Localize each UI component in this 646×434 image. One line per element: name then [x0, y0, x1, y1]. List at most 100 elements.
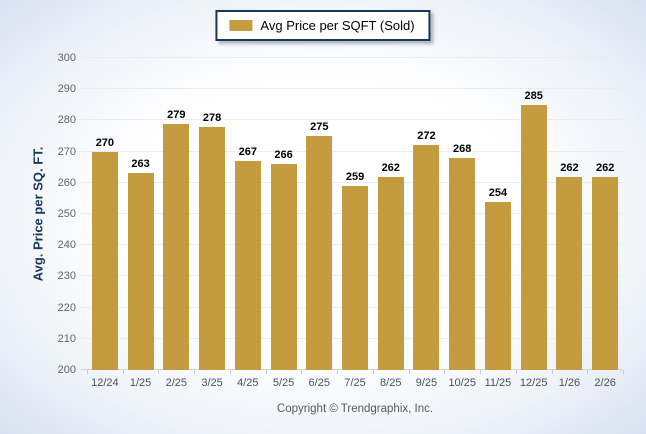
bar-value-label: 275	[310, 121, 329, 133]
bar-value-label: 262	[381, 161, 400, 174]
legend-label: Avg Price per SQFT (Sold)	[260, 18, 415, 33]
gridline	[81, 181, 623, 183]
bar-slot: 275 6/25	[301, 58, 337, 389]
bar-slot: 278 3/25	[194, 58, 230, 389]
legend: Avg Price per SQFT (Sold)	[215, 10, 431, 41]
x-tick-label: 1/25	[129, 377, 152, 389]
y-tick-label: 290	[57, 83, 76, 96]
bar	[592, 176, 619, 370]
x-axis-tick	[587, 370, 589, 374]
x-tick-label: 12/25	[519, 377, 548, 389]
bar-slot: 262 2/26	[587, 58, 623, 389]
gridline	[81, 88, 623, 90]
x-tick-label: 2/26	[594, 377, 616, 389]
bar-value-label: 270	[95, 136, 115, 149]
x-tick-label: 9/25	[415, 377, 438, 389]
bar	[306, 136, 333, 370]
x-tick-label: 12/24	[91, 377, 119, 389]
x-tick-label: 5/25	[272, 377, 295, 389]
bar-value-label: 267	[238, 145, 257, 158]
plot-area: 200 210 220 230 240 250 260 270 280 290 300 270 12/2…	[58, 52, 624, 389]
bar-slot: 262 1/26	[552, 58, 588, 389]
bar	[556, 176, 583, 370]
bar	[234, 160, 261, 370]
y-tick-label: 250	[57, 208, 76, 220]
bar	[484, 201, 511, 370]
y-axis-title: Avg. Price per SQ. FT.	[30, 146, 46, 282]
bar-value-label: 285	[524, 89, 543, 102]
y-tick-label: 220	[57, 301, 76, 314]
bar-series: 270 12/24 263 1/25 279 2/25 278 3/25 267 4/25 266 5…	[87, 58, 623, 389]
bar-value-label: 272	[417, 130, 436, 143]
y-tick-label: 280	[57, 114, 76, 127]
y-tick-label: 210	[57, 332, 76, 345]
y-tick-label: 270	[57, 145, 76, 158]
bar	[127, 173, 154, 370]
x-tick-label: 4/25	[237, 377, 259, 389]
bar	[520, 104, 547, 370]
bar-value-label: 268	[453, 142, 472, 155]
x-tick-label: 1/26	[558, 377, 581, 389]
x-axis-tick	[515, 370, 517, 374]
x-tick-label: 11/25	[484, 377, 512, 389]
y-tick-label: 240	[57, 239, 76, 252]
bar-slot: 272 9/25	[409, 58, 445, 389]
bar-slot: 262 8/25	[373, 58, 409, 389]
bar-value-label: 266	[274, 149, 293, 162]
bar	[377, 176, 404, 370]
x-axis-tick	[551, 370, 553, 374]
bar-value-label: 263	[131, 158, 150, 171]
bar-value-label: 259	[345, 170, 365, 183]
bar	[199, 126, 226, 370]
x-axis-tick	[337, 370, 339, 374]
x-tick-label: 3/25	[201, 377, 223, 389]
x-axis-tick	[229, 370, 231, 374]
bar-slot: 267 4/25	[230, 58, 266, 389]
bar	[270, 164, 297, 370]
x-axis-tick	[301, 370, 303, 374]
bar-value-label: 279	[167, 108, 186, 121]
bar-value-label: 278	[202, 111, 222, 124]
x-tick-label: 2/25	[165, 377, 188, 389]
x-axis-tick	[444, 370, 446, 374]
x-tick-label: 6/25	[308, 377, 330, 389]
x-axis-tick	[265, 370, 267, 374]
x-axis-tick	[122, 370, 124, 374]
bar-value-label: 262	[595, 161, 615, 174]
y-tick-label: 230	[57, 270, 76, 283]
x-axis-tick	[623, 370, 624, 374]
x-axis-tick	[480, 370, 482, 374]
y-tick-label: 260	[57, 176, 76, 189]
bar-slot: 270 12/24	[87, 58, 123, 389]
bar-slot: 285 12/25	[516, 58, 552, 389]
gridline	[81, 119, 623, 121]
x-tick-label: 10/25	[448, 377, 476, 389]
gridline	[81, 150, 623, 152]
y-tick-label: 200	[57, 364, 76, 376]
bar-slot: 263 1/25	[123, 58, 159, 389]
x-axis-tick	[194, 370, 196, 374]
x-axis-tick	[158, 370, 160, 374]
bar	[413, 145, 440, 370]
bar-value-label: 254	[488, 186, 508, 199]
bar	[163, 123, 190, 370]
bar-slot: 268 10/25	[444, 58, 480, 389]
bar	[342, 185, 368, 370]
gridline	[81, 57, 623, 58]
bar	[91, 151, 118, 370]
x-axis-tick	[87, 370, 88, 374]
legend-swatch	[229, 20, 253, 31]
bar-slot: 279 2/25	[158, 58, 194, 389]
bar-value-label: 262	[560, 161, 579, 174]
x-tick-label: 7/25	[344, 377, 366, 389]
bar-slot: 254 11/25	[480, 58, 516, 389]
copyright-text: Copyright © Trendgraphix, Inc.	[276, 403, 434, 415]
bar-slot: 266 5/25	[266, 58, 302, 389]
bar	[449, 157, 476, 370]
y-tick-label: 300	[57, 52, 76, 64]
x-axis-tick	[408, 370, 410, 374]
x-tick-label: 8/25	[380, 377, 402, 389]
x-axis-tick	[372, 370, 374, 374]
bar-slot: 259 7/25	[337, 58, 373, 389]
